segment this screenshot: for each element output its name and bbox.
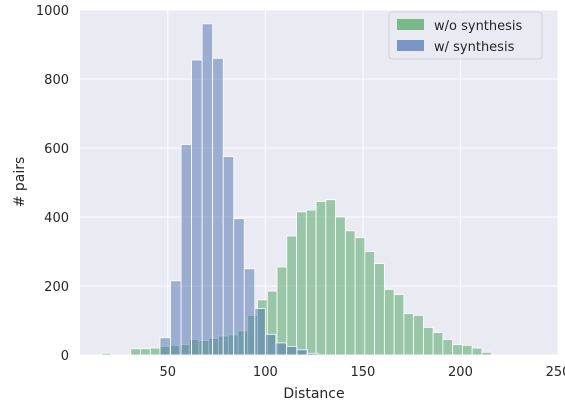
histogram-bar xyxy=(191,59,203,356)
legend-swatch-with-synthesis xyxy=(397,40,424,51)
histogram-bar xyxy=(296,349,308,356)
y-tick-label: 600 xyxy=(44,142,69,157)
histogram-bar xyxy=(335,216,346,356)
y-tick-label: 1000 xyxy=(36,4,69,19)
histogram-bar xyxy=(344,230,356,356)
histogram-bar xyxy=(149,347,161,356)
histogram-bar xyxy=(481,351,493,356)
legend-label-with-synthesis: w/ synthesis xyxy=(434,40,515,55)
histogram-bar xyxy=(180,144,192,356)
histogram-bar xyxy=(140,348,151,356)
legend-box xyxy=(388,11,543,60)
histogram-bar xyxy=(422,326,434,356)
histogram-bar xyxy=(233,218,245,356)
histogram-bar xyxy=(315,201,327,356)
histogram-bar xyxy=(275,342,287,356)
x-tick-label: 150 xyxy=(350,365,375,380)
histogram-bar xyxy=(305,209,317,356)
histogram-bar xyxy=(442,339,454,356)
histogram-bar xyxy=(403,313,415,356)
y-tick-label: 400 xyxy=(44,211,69,226)
y-tick-label: 800 xyxy=(44,73,69,88)
y-axis-title: # pairs xyxy=(12,157,28,208)
histogram-bar xyxy=(264,333,277,356)
x-tick-label: 100 xyxy=(253,365,278,380)
histogram-bar xyxy=(101,352,112,356)
legend-swatch-without-synthesis xyxy=(397,19,424,30)
x-axis-title: Distance xyxy=(283,386,344,402)
histogram-bar xyxy=(243,268,256,356)
histogram-bar xyxy=(201,23,214,356)
histogram-bar xyxy=(354,237,366,356)
histogram-bar xyxy=(286,235,297,356)
histogram-bar xyxy=(471,347,483,356)
histogram-bar xyxy=(413,314,424,356)
histogram-bar xyxy=(325,199,336,356)
histogram-bar xyxy=(393,294,405,356)
histogram-bar xyxy=(383,289,395,356)
histogram-bar xyxy=(276,266,288,356)
histogram-bar xyxy=(170,280,182,356)
x-tick-label: 50 xyxy=(160,365,177,380)
y-tick-label: 200 xyxy=(44,280,69,295)
x-axis-ticks: 50 100 150 200 250 xyxy=(160,365,565,380)
histogram-bar xyxy=(159,337,171,356)
histogram-bar xyxy=(222,156,235,356)
gridlines xyxy=(80,9,559,356)
y-tick-label: 0 xyxy=(61,349,69,364)
legend: w/o synthesis w/ synthesis xyxy=(388,11,543,60)
histogram-bar xyxy=(254,308,266,356)
histogram-bar xyxy=(452,344,463,356)
y-axis-ticks: 0 200 400 600 800 1000 xyxy=(36,4,69,364)
histogram-bar xyxy=(296,211,307,356)
histogram-bar xyxy=(286,345,298,356)
histogram-bar xyxy=(364,251,376,356)
histogram-bar xyxy=(307,352,319,356)
x-tick-label: 200 xyxy=(448,365,473,380)
x-tick-label: 250 xyxy=(546,365,565,380)
histogram-bar xyxy=(374,263,385,356)
series-with-synthesis xyxy=(159,23,319,356)
legend-label-without-synthesis: w/o synthesis xyxy=(434,19,523,34)
histogram-bar xyxy=(461,344,473,356)
histogram-bar xyxy=(432,332,444,356)
histogram-bar xyxy=(212,57,224,356)
histogram-bar xyxy=(130,348,141,356)
